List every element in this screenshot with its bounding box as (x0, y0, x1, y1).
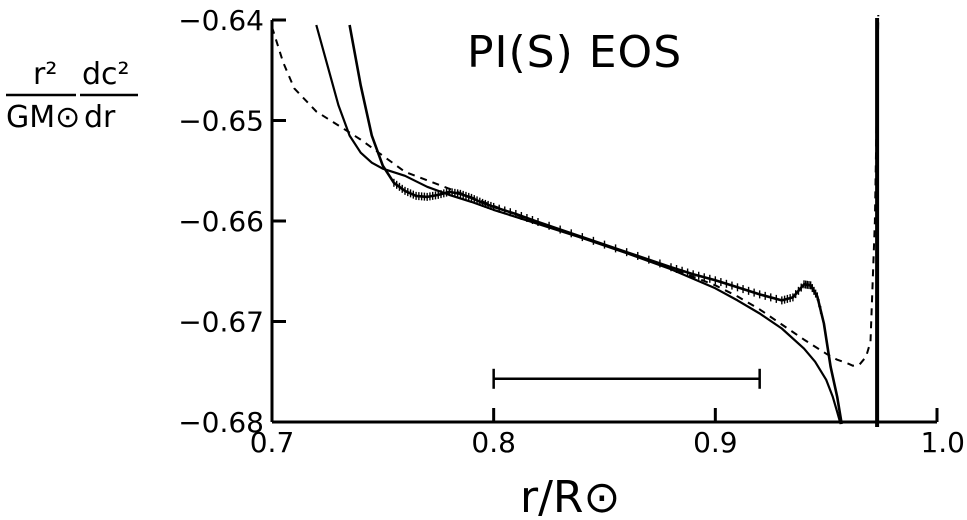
series-group (271, 14, 880, 427)
y-tick-label: −0.67 (178, 306, 264, 339)
series-line-2 (315, 24, 842, 425)
error-bar-group (492, 368, 761, 389)
ylabel-right-numerator: dc² (82, 57, 130, 92)
x-tick-label: 1.0 (920, 426, 965, 459)
axes (270, 20, 937, 424)
series-line-3 (348, 24, 843, 425)
y-tick-label: −0.66 (178, 205, 264, 238)
x-tick-label: 0.9 (693, 426, 738, 459)
y-axis-label: r² GM⊙ dc² dr (6, 57, 138, 135)
ylabel-right-denominator: dr (84, 100, 116, 135)
ylabel-left-denominator: GM⊙ (6, 100, 80, 135)
x-axis-label: r/R⊙ (520, 472, 620, 520)
ticks: −0.64 −0.65 −0.66 −0.67 −0.680.7 0.8 0.9 1.0 (178, 4, 965, 459)
y-tick-label: −0.64 (178, 4, 264, 37)
ylabel-left-numerator: r² (33, 57, 57, 92)
x-tick-label: 0.8 (471, 426, 516, 459)
chart-title: PI(S) EOS (467, 27, 682, 78)
y-tick-label: −0.68 (178, 406, 264, 439)
y-tick-label: −0.65 (178, 105, 264, 138)
x-tick-label: 0.7 (250, 426, 295, 459)
